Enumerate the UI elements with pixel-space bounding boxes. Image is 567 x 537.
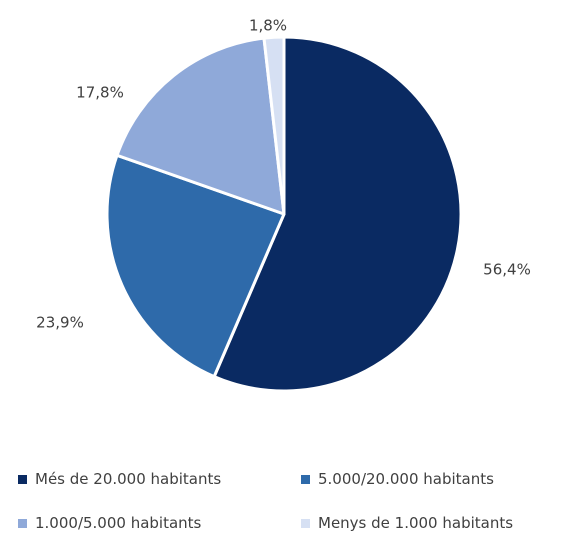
legend-swatch-2 — [18, 518, 27, 528]
legend-label-2: 1.000/5.000 habitants — [35, 514, 202, 532]
pie-slices — [105, 35, 463, 393]
data-label-1: 23,9% — [36, 314, 84, 332]
legend-item-3: Menys de 1.000 habitants — [301, 514, 513, 532]
legend-swatch-0 — [18, 474, 27, 484]
pie-data-labels: 56,4% 23,9% 17,8% 1,8% — [36, 17, 531, 332]
legend-item-2: 1.000/5.000 habitants — [18, 514, 201, 532]
pie-slice-3 — [262, 35, 286, 216]
legend-swatch-1 — [301, 474, 310, 484]
legend-label-3: Menys de 1.000 habitants — [318, 514, 514, 532]
pie-chart: 56,4% 23,9% 17,8% 1,8% — [36, 17, 531, 393]
pie-slice-2 — [115, 36, 286, 216]
data-label-2: 17,8% — [76, 84, 124, 102]
legend-item-0: Més de 20.000 habitants — [18, 470, 221, 488]
legend-label-0: Més de 20.000 habitants — [35, 470, 222, 488]
legend-item-1: 5.000/20.000 habitants — [301, 470, 494, 488]
data-label-0: 56,4% — [483, 261, 531, 279]
legend-label-1: 5.000/20.000 habitants — [318, 470, 494, 488]
pie-slice-0 — [212, 35, 463, 393]
legend-swatch-3 — [301, 518, 310, 528]
pie-slice-1 — [105, 153, 286, 379]
data-label-3: 1,8% — [249, 17, 287, 35]
legend: Més de 20.000 habitants 5.000/20.000 hab… — [0, 458, 567, 537]
